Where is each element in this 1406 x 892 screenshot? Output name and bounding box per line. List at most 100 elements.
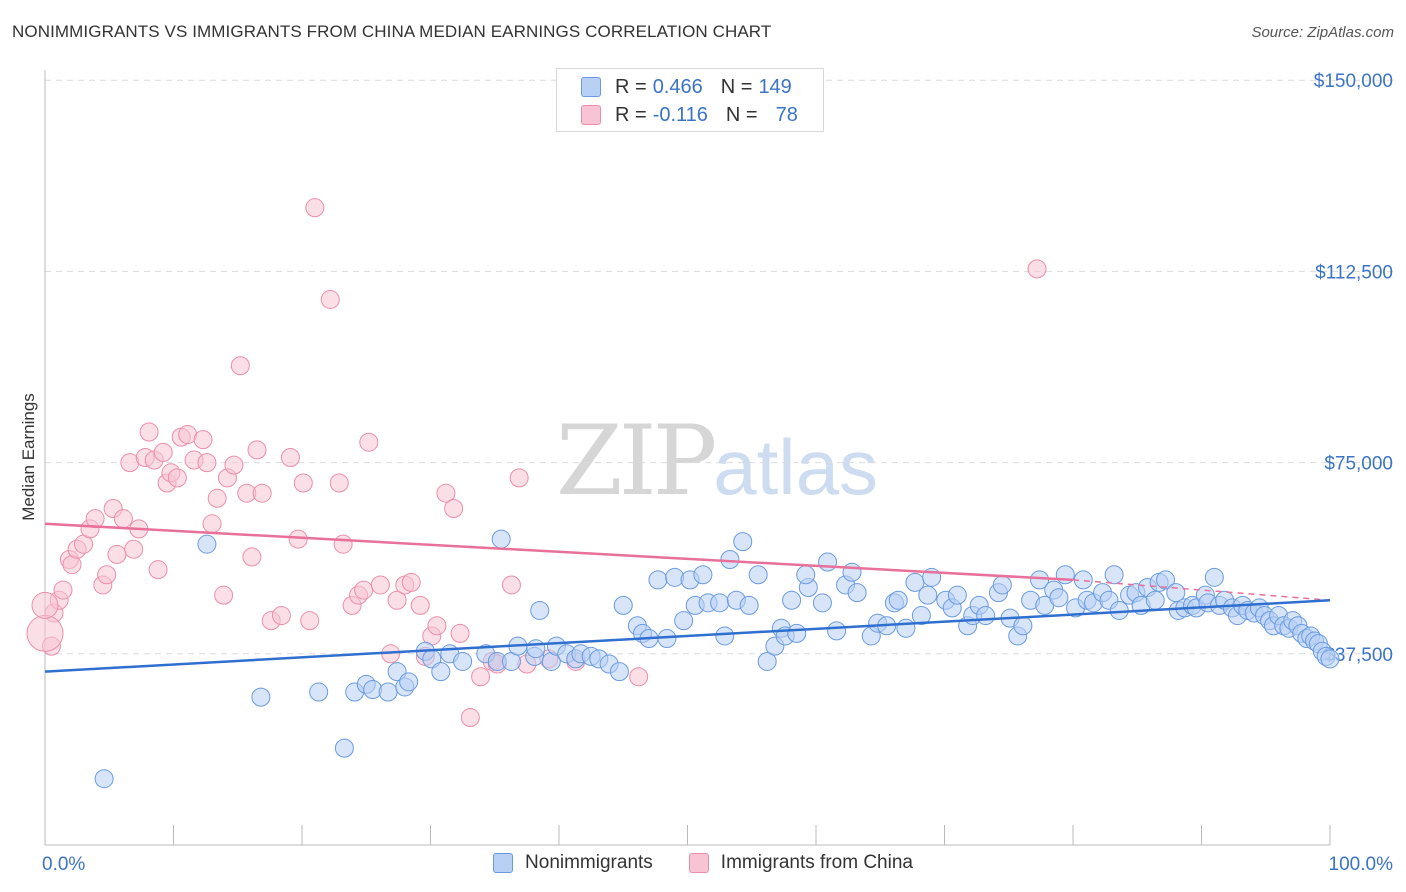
point-immigrants-china <box>148 560 168 580</box>
legend-row-china: R = -0.116 N = 78 <box>581 101 798 129</box>
series-legend-nonimmigrants[interactable]: Nonimmigrants <box>493 852 653 874</box>
point-nonimmigrants <box>378 682 398 702</box>
series-label-china: Immigrants from China <box>720 852 913 873</box>
point-nonimmigrants <box>197 534 217 554</box>
point-immigrants-china <box>450 623 470 643</box>
point-nonimmigrants <box>918 585 938 605</box>
point-nonimmigrants <box>1204 567 1224 587</box>
point-immigrants-china <box>207 488 227 508</box>
series-label-nonimmigrants: Nonimmigrants <box>525 852 653 873</box>
point-immigrants-china <box>153 442 173 462</box>
point-nonimmigrants <box>992 575 1012 595</box>
point-immigrants-china-large <box>31 591 59 619</box>
x-tick-label: 0.0% <box>42 854 85 875</box>
point-nonimmigrants <box>733 532 753 552</box>
point-nonimmigrants <box>399 672 419 692</box>
point-immigrants-china <box>320 289 340 309</box>
point-nonimmigrants <box>842 562 862 582</box>
point-immigrants-china <box>387 590 407 610</box>
point-immigrants-china <box>305 198 325 218</box>
point-nonimmigrants <box>674 611 694 631</box>
point-immigrants-china <box>427 616 447 636</box>
point-nonimmigrants <box>847 583 867 603</box>
legend-r-value: 0.466 <box>652 75 703 98</box>
point-immigrants-china <box>230 356 250 376</box>
point-immigrants-china <box>354 580 374 600</box>
legend-r-value: -0.116 <box>652 103 708 126</box>
point-nonimmigrants <box>720 549 740 569</box>
point-nonimmigrants <box>911 606 931 626</box>
y-tick-label: $37,500 <box>1324 645 1393 666</box>
point-nonimmigrants <box>693 565 713 585</box>
point-nonimmigrants <box>1320 649 1340 669</box>
legend-row-nonimmigrants: R = 0.466 N = 149 <box>581 73 792 101</box>
source-label: Source: ZipAtlas.com <box>1251 24 1394 41</box>
point-nonimmigrants <box>334 738 354 758</box>
point-nonimmigrants <box>648 570 668 590</box>
point-nonimmigrants <box>453 651 473 671</box>
point-nonimmigrants <box>613 595 633 615</box>
point-immigrants-china <box>97 565 117 585</box>
point-nonimmigrants <box>530 600 550 620</box>
y-tick-label: $150,000 <box>1314 71 1393 92</box>
point-immigrants-china <box>401 572 421 592</box>
point-immigrants-china <box>359 432 379 452</box>
point-nonimmigrants <box>1049 588 1069 608</box>
point-nonimmigrants <box>309 682 329 702</box>
point-nonimmigrants <box>1055 565 1075 585</box>
trendline-nonimmigrants <box>44 599 1331 673</box>
point-nonimmigrants <box>1145 590 1165 610</box>
point-nonimmigrants <box>431 662 451 682</box>
point-immigrants-china <box>242 547 262 567</box>
point-immigrants-china <box>53 580 73 600</box>
point-immigrants-china <box>471 667 491 687</box>
point-nonimmigrants <box>947 585 967 605</box>
point-immigrants-china <box>167 468 187 488</box>
point-immigrants-china <box>436 483 456 503</box>
point-nonimmigrants <box>748 565 768 585</box>
point-immigrants-china <box>370 575 390 595</box>
x-tick-label: 100.0% <box>1329 854 1394 875</box>
y-tick-label: $75,000 <box>1324 454 1393 475</box>
point-immigrants-china <box>202 514 222 534</box>
point-immigrants-china <box>333 534 353 554</box>
point-nonimmigrants <box>1104 565 1124 585</box>
trendline-immigrants-china <box>44 522 1074 582</box>
point-immigrants-china <box>509 468 529 488</box>
series-swatch-nonimmigrants <box>493 853 514 873</box>
point-immigrants-china <box>214 585 234 605</box>
point-nonimmigrants <box>976 606 996 626</box>
point-immigrants-china <box>224 455 244 475</box>
point-immigrants-china <box>410 595 430 615</box>
legend-n-value: 78 <box>775 103 798 126</box>
series-legend: Nonimmigrants Immigrants from China <box>0 852 1406 874</box>
point-nonimmigrants <box>782 590 802 610</box>
point-immigrants-china <box>329 473 349 493</box>
legend-swatch-nonimmigrants <box>581 77 601 97</box>
trendline-immigrants-china-extension <box>1072 579 1331 602</box>
point-nonimmigrants <box>94 769 114 789</box>
legend-swatch-china <box>581 105 601 125</box>
point-nonimmigrants <box>739 595 759 615</box>
y-tick-label: $112,500 <box>1315 262 1393 283</box>
point-immigrants-china <box>444 498 464 518</box>
legend-n-label: N = <box>720 75 753 98</box>
point-immigrants-china <box>247 440 267 460</box>
point-immigrants-china <box>501 575 521 595</box>
legend-r-label: R = <box>615 75 647 98</box>
point-nonimmigrants <box>757 651 777 671</box>
point-immigrants-china <box>1027 259 1047 279</box>
point-nonimmigrants <box>1156 570 1176 590</box>
legend-n-value: 149 <box>758 75 792 98</box>
chart-title: NONIMMIGRANTS VS IMMIGRANTS FROM CHINA M… <box>12 22 772 41</box>
point-immigrants-china <box>629 667 649 687</box>
point-immigrants-china <box>113 509 133 529</box>
watermark-zip: ZIP <box>556 405 717 517</box>
point-immigrants-china <box>271 606 291 626</box>
point-nonimmigrants <box>818 552 838 572</box>
series-legend-china[interactable]: Immigrants from China <box>688 852 913 874</box>
watermark: ZIPatlas <box>556 405 878 517</box>
point-nonimmigrants <box>715 626 735 646</box>
point-nonimmigrants <box>251 687 271 707</box>
point-immigrants-china <box>193 430 213 450</box>
